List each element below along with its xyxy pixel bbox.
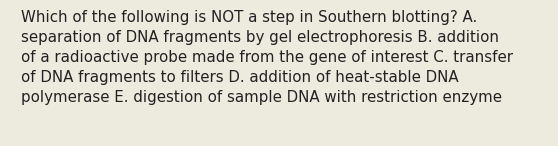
Text: Which of the following is NOT a step in Southern blotting? A.
separation of DNA : Which of the following is NOT a step in … <box>21 10 513 105</box>
